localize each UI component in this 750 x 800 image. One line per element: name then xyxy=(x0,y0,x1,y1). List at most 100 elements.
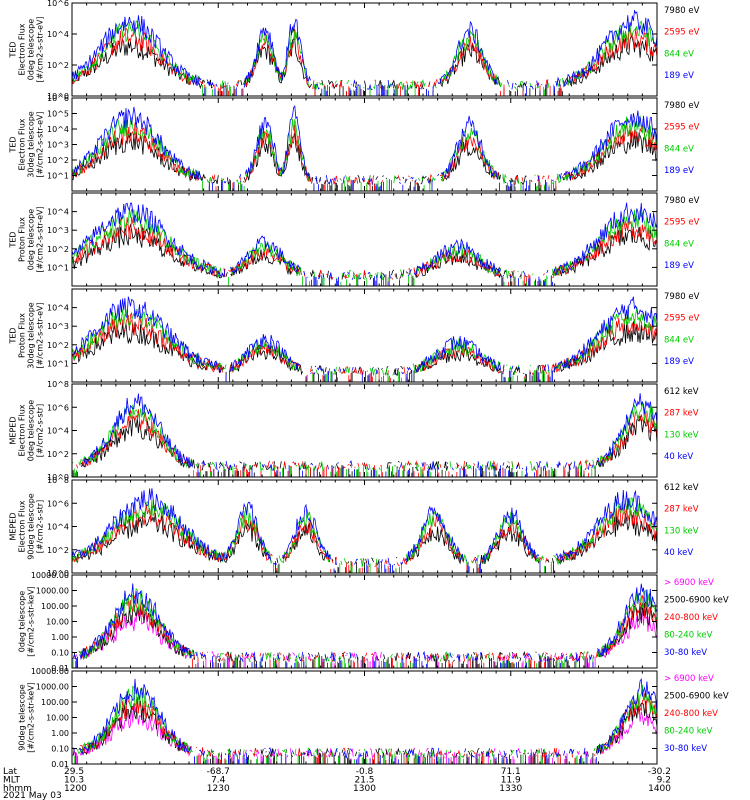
y-axis-label-line: Proton Flux xyxy=(18,313,27,358)
panel-8: 0.01 0.10 1.00 10.00 100.00 1000.00 10000.00 90… xyxy=(18,667,729,769)
y-tick-label: 10^6 xyxy=(47,0,69,8)
series-line-4 xyxy=(72,296,657,382)
x-axis-tick-label: 1400 xyxy=(648,784,671,794)
y-tick-label: 1000.00 xyxy=(36,683,69,692)
y-axis-label-line: Electron Flux xyxy=(18,23,27,75)
y-axis-label-line: TED xyxy=(9,41,18,58)
y-tick-label: 0.01 xyxy=(51,760,69,769)
series-line-4 xyxy=(72,488,657,573)
y-axis-label-line: MEPED xyxy=(9,513,18,541)
y-tick-label: 10^0 xyxy=(47,569,69,578)
y-axis-label-line: TED xyxy=(9,231,18,248)
series-line-5 xyxy=(72,678,657,764)
legend-entry: 2500-6900 keV xyxy=(664,596,729,606)
x-axis-tick-label: 29.5 xyxy=(64,767,84,777)
y-tick-label: 10^4 xyxy=(47,304,69,313)
y-axis-label-line: 0deg telescope xyxy=(18,591,27,652)
legend-entry: 844 eV xyxy=(664,144,694,154)
y-axis-label-line: 0deg telescope xyxy=(27,209,36,270)
series-line-1 xyxy=(72,512,657,573)
x-axis-tick-label: 1230 xyxy=(207,784,230,794)
series-line-4 xyxy=(77,393,657,477)
legend-entry: 844 eV xyxy=(664,335,694,345)
legend-entry: 7980 eV xyxy=(664,292,700,302)
legend-entry: 130 keV xyxy=(664,526,699,536)
y-tick-label: 10^2 xyxy=(47,61,69,70)
legend-entry: 844 eV xyxy=(664,239,694,249)
legend-entry: 130 keV xyxy=(664,430,699,440)
legend-entry: 189 eV xyxy=(664,357,694,367)
y-tick-label: 10^6 xyxy=(47,94,69,103)
y-tick-label: 1000.00 xyxy=(36,587,69,596)
y-axis-label-line: Electron Flux xyxy=(18,118,27,170)
y-axis-label-line: [#/cm2-s-str-eV] xyxy=(36,16,45,82)
legend-entry: 2595 eV xyxy=(664,218,700,228)
y-axis-label: 0deg telescope [#/cm2-s-str-keV] xyxy=(18,586,36,657)
x-axis-tick-label: 71.1 xyxy=(501,767,521,777)
y-tick-label: 10^1 xyxy=(47,263,69,272)
panel-7-traces xyxy=(72,583,657,668)
x-axis-tick-label: 1330 xyxy=(499,784,522,794)
y-axis-label: TED Proton Flux 30deg telescope [#/cm2-s-st… xyxy=(9,302,45,369)
y-tick-label: 0.10 xyxy=(51,745,69,754)
y-axis-label-line: [#/cm2-s-str] xyxy=(36,404,45,457)
y-axis-label: 90deg telescope [#/cm2-s-str-keV] xyxy=(18,682,36,753)
legend-entry: 240-800 keV xyxy=(664,709,718,719)
y-axis-label-line: Electron Flux xyxy=(18,404,27,456)
x-axis-tick-label: 10.3 xyxy=(64,776,84,786)
panel-3-traces xyxy=(72,202,657,286)
y-tick-label: 10^8 xyxy=(47,476,69,485)
y-tick-label: 10.00 xyxy=(46,714,69,723)
y-axis-label-line: Electron Flux xyxy=(18,500,27,552)
y-axis-label-line: 90deg telescope xyxy=(18,684,27,751)
x-axis-tick-label: 11.9 xyxy=(501,776,521,786)
x-axis-tick-label: 7.4 xyxy=(211,776,226,786)
legend-entry: 30-80 keV xyxy=(664,648,707,658)
y-tick-label: 10^2 xyxy=(47,245,69,254)
y-tick-label: 100.00 xyxy=(41,698,69,707)
x-axis-tick-label: -68.7 xyxy=(207,767,230,777)
y-tick-label: 10^4 xyxy=(47,208,69,217)
x-axis-row-label: hhmm xyxy=(3,784,32,794)
y-axis-label-line: [#/cm2-s-str-eV] xyxy=(36,206,45,272)
y-tick-label: 10^4 xyxy=(47,523,69,532)
x-axis-tick-label: -0.8 xyxy=(356,767,374,777)
series-line-2 xyxy=(72,27,657,96)
panel-6-traces xyxy=(72,488,657,573)
legend-entry: 40 keV xyxy=(664,548,693,558)
panel-5-traces xyxy=(72,393,657,477)
y-tick-label: 0.01 xyxy=(51,664,69,673)
y-axis-label: TED Electron Flux 30deg telescope [#/cm2-s-… xyxy=(9,111,45,178)
x-axis-tick-label: 21.5 xyxy=(354,776,374,786)
y-tick-label: 10000.00 xyxy=(31,667,69,676)
y-tick-label: 10^1 xyxy=(47,359,69,368)
series-line-3 xyxy=(72,693,657,764)
y-tick-label: 10^2 xyxy=(47,546,69,555)
x-axis-row-label: Lat xyxy=(3,767,18,777)
y-tick-label: 10^8 xyxy=(47,380,69,389)
y-axis-label-line: MEPED xyxy=(9,417,18,445)
y-tick-label: 10^3 xyxy=(47,322,69,331)
legend-entry: 189 eV xyxy=(664,261,694,271)
y-axis-label-line: 30deg telescope xyxy=(27,302,36,369)
y-axis-label: TED Proton Flux 0deg telescope [#/cm2-s-str… xyxy=(9,206,45,272)
y-tick-label: 10^2 xyxy=(47,341,69,350)
y-tick-label: 0.10 xyxy=(51,649,69,658)
y-axis-label-line: Proton Flux xyxy=(18,217,27,262)
x-axis-tick-label: 1200 xyxy=(64,784,87,794)
y-axis-label: MEPED Electron Flux 90deg telescope [#/cm2-… xyxy=(9,493,45,560)
x-axis-tick-label: 9.2 xyxy=(657,776,671,786)
y-axis-label-line: 0deg telescope xyxy=(27,19,36,80)
series-line-5 xyxy=(72,583,657,668)
legend-entry: 7980 eV xyxy=(664,6,700,16)
y-axis-label-line: [#/cm2-s-str-keV] xyxy=(27,682,36,753)
y-tick-label: 10000.00 xyxy=(31,571,69,580)
legend-entry: 2595 eV xyxy=(664,28,700,38)
